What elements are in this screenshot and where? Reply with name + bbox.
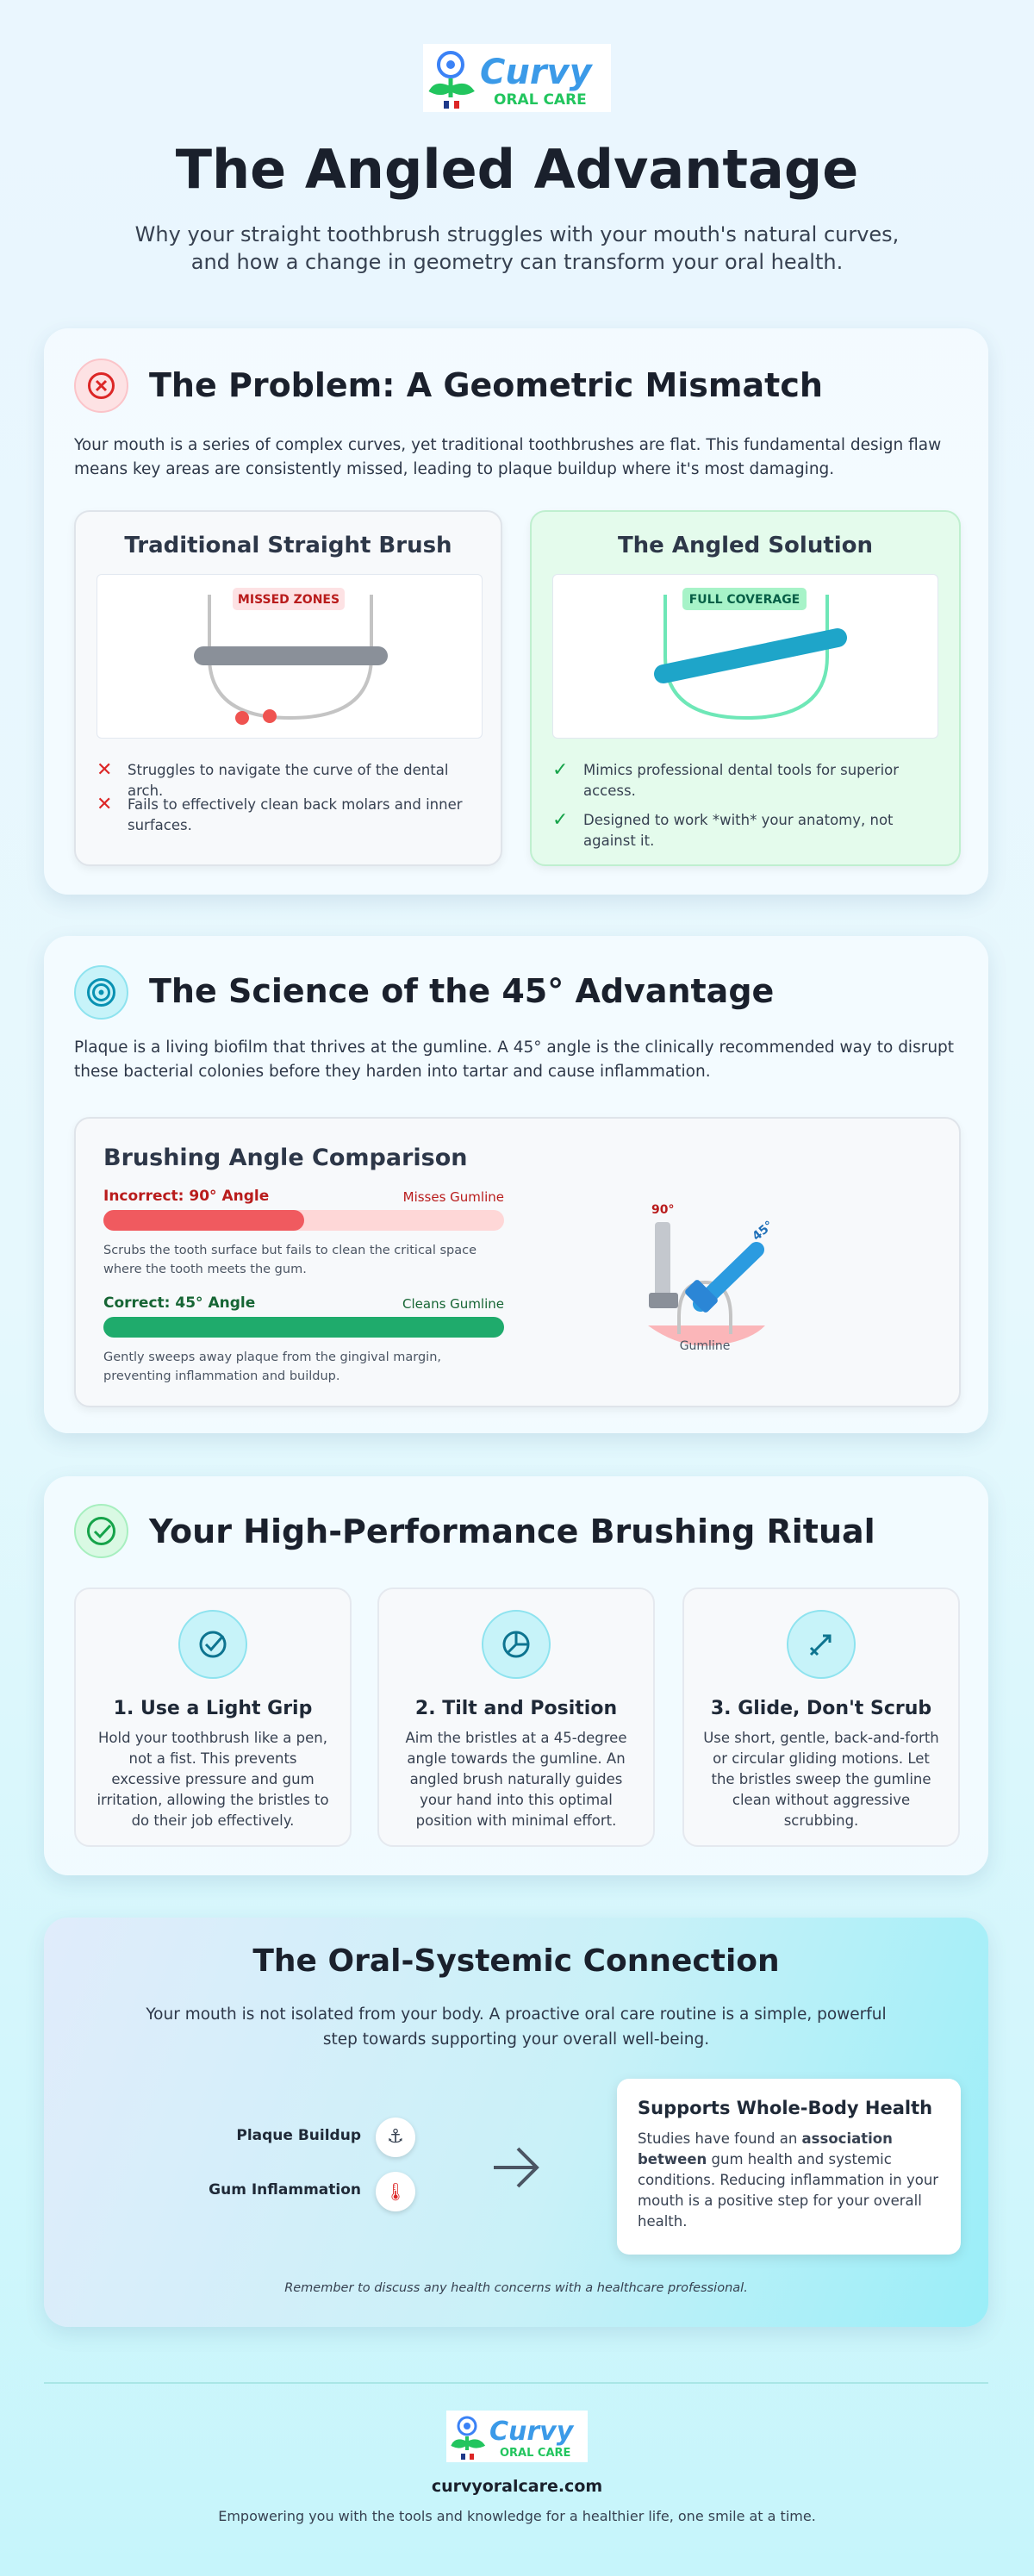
step-title: 2. Tilt and Position: [414, 1698, 618, 1719]
panel-title: Traditional Straight Brush: [124, 533, 452, 558]
footer-logo: Curvy ORAL CARE: [446, 2411, 588, 2462]
logo-brand: Curvy: [480, 53, 594, 92]
comparison-panel: Brushing Angle Comparison Incorrect: 90°…: [74, 1117, 961, 1407]
heading: The Science of the 45° Advantage: [149, 972, 775, 1010]
step-text: Use short, gentle, back-and-forth or cir…: [703, 1730, 939, 1829]
badge: FULL COVERAGE: [689, 593, 800, 607]
subtitle-line: and how a change in geometry can transfo…: [190, 250, 844, 274]
bold-text: association between: [638, 2130, 893, 2167]
title: The Angled Advantage: [175, 138, 859, 201]
result-title: Supports Whole-Body Health: [638, 2098, 933, 2118]
logo-graphic: Curvy ORAL CARE: [428, 51, 594, 109]
step-title: 1. Use a Light Grip: [113, 1698, 313, 1719]
text: Studies have found an: [638, 2130, 802, 2147]
icon: [74, 359, 128, 413]
paragraph: Your mouth is not isolated from your bod…: [146, 2005, 887, 2049]
connection-card: The Oral-Systemic Connection Your mouth …: [44, 1918, 988, 2327]
step-text: Hold your toothbrush like a pen, not a f…: [97, 1730, 329, 1829]
point: ✕ Struggles to navigate the curve of the …: [97, 759, 449, 800]
point-text: Mimics professional dental tools for sup…: [583, 762, 900, 799]
panel-title: The Angled Solution: [617, 533, 874, 558]
science-card: The Science of the 45° Advantage Plaque …: [44, 936, 988, 1433]
traditional-panel: Traditional Straight Brush MISSED ZONES …: [74, 510, 502, 866]
icon: [74, 965, 128, 1020]
bar-fill: [103, 1210, 304, 1231]
angle-label: 45°: [750, 1219, 776, 1244]
subtitle: Why your straight toothbrush struggles w…: [0, 221, 1034, 276]
heading: The Oral-Systemic Connection: [252, 1943, 780, 1979]
bar-fill: [103, 1317, 504, 1338]
factor: Gum Inflammation: [209, 2181, 361, 2199]
point-text: Struggles to navigate the curve of the d…: [128, 762, 449, 799]
result-box: Supports Whole-Body Health Studies have …: [617, 2079, 961, 2255]
logo: Curvy ORAL CARE: [423, 44, 611, 112]
comparison-title: Brushing Angle Comparison: [103, 1145, 468, 1171]
gumline-label: Gumline: [680, 1339, 731, 1353]
point-text: Fails to effectively clean back molars a…: [128, 796, 463, 833]
factor-icon: ⚓: [376, 2118, 415, 2157]
row-note: Misses Gumline: [402, 1189, 504, 1205]
bar-track: [103, 1210, 504, 1231]
subtitle-line: Why your straight toothbrush struggles w…: [134, 222, 900, 246]
heading: Your High-Performance Brushing Ritual: [149, 1513, 875, 1550]
footer-url: curvyoralcare.com: [431, 2477, 603, 2496]
row-label: Incorrect: 90° Angle: [103, 1188, 270, 1205]
row-description: Gently sweeps away plaque from the gingi…: [103, 1350, 442, 1383]
logo-sub: ORAL CARE: [494, 91, 587, 109]
text: gum health and systemic conditions. Redu…: [638, 2151, 939, 2230]
divider: [44, 2382, 988, 2384]
result-text: Studies have found an association betwee…: [638, 2129, 940, 2232]
point: ✓ Designed to work *with* your anatomy, n…: [552, 809, 894, 850]
factor-icon: 🌡: [376, 2172, 415, 2211]
step-title: 3. Glide, Don't Scrub: [710, 1698, 932, 1719]
row-label: Correct: 45° Angle: [103, 1294, 256, 1312]
step-text: Aim the bristles at a 45-degree angle to…: [405, 1730, 627, 1829]
point: ✓ Mimics professional dental tools for su…: [552, 759, 900, 800]
paragraph: Your mouth is a series of complex curves…: [74, 436, 942, 478]
step: 2. Tilt and Position Aim the bristles at …: [377, 1587, 655, 1847]
row-note: Cleans Gumline: [402, 1296, 504, 1312]
heading: The Problem: A Geometric Mismatch: [149, 366, 823, 404]
illustration: FULL COVERAGE: [552, 574, 938, 739]
logo-sub: ORAL CARE: [500, 2447, 570, 2460]
paragraph: Plaque is a living biofilm that thrives …: [74, 1039, 955, 1081]
arrow: [494, 2147, 539, 2188]
icon: [74, 1504, 128, 1558]
angle-label: 90°: [651, 1203, 674, 1217]
point-text: Designed to work *with* your anatomy, no…: [583, 812, 894, 849]
row-description: Scrubs the tooth surface but fails to cl…: [103, 1244, 477, 1276]
angle-diagram: 90° 45° Gumline: [648, 1203, 776, 1353]
problem-card: The Problem: A Geometric Mismatch Your m…: [44, 328, 988, 895]
illustration: MISSED ZONES: [97, 574, 483, 739]
logo-brand: Curvy: [489, 2417, 575, 2447]
factor: Plaque Buildup: [236, 2127, 361, 2144]
badge: MISSED ZONES: [238, 593, 339, 607]
ritual-card: Your High-Performance Brushing Ritual 1.…: [44, 1476, 988, 1875]
point: ✕ Fails to effectively clean back molars …: [97, 794, 463, 834]
step: 1. Use a Light Grip Hold your toothbrush …: [74, 1587, 352, 1847]
step: 3. Glide, Don't Scrub Use short, gentle, …: [682, 1587, 960, 1847]
angled-panel: The Angled Solution FULL COVERAGE ✓ Mimic…: [530, 510, 961, 866]
footer-tagline: Empowering you with the tools and knowle…: [218, 2508, 816, 2524]
note: Remember to discuss any health concerns …: [284, 2281, 748, 2295]
